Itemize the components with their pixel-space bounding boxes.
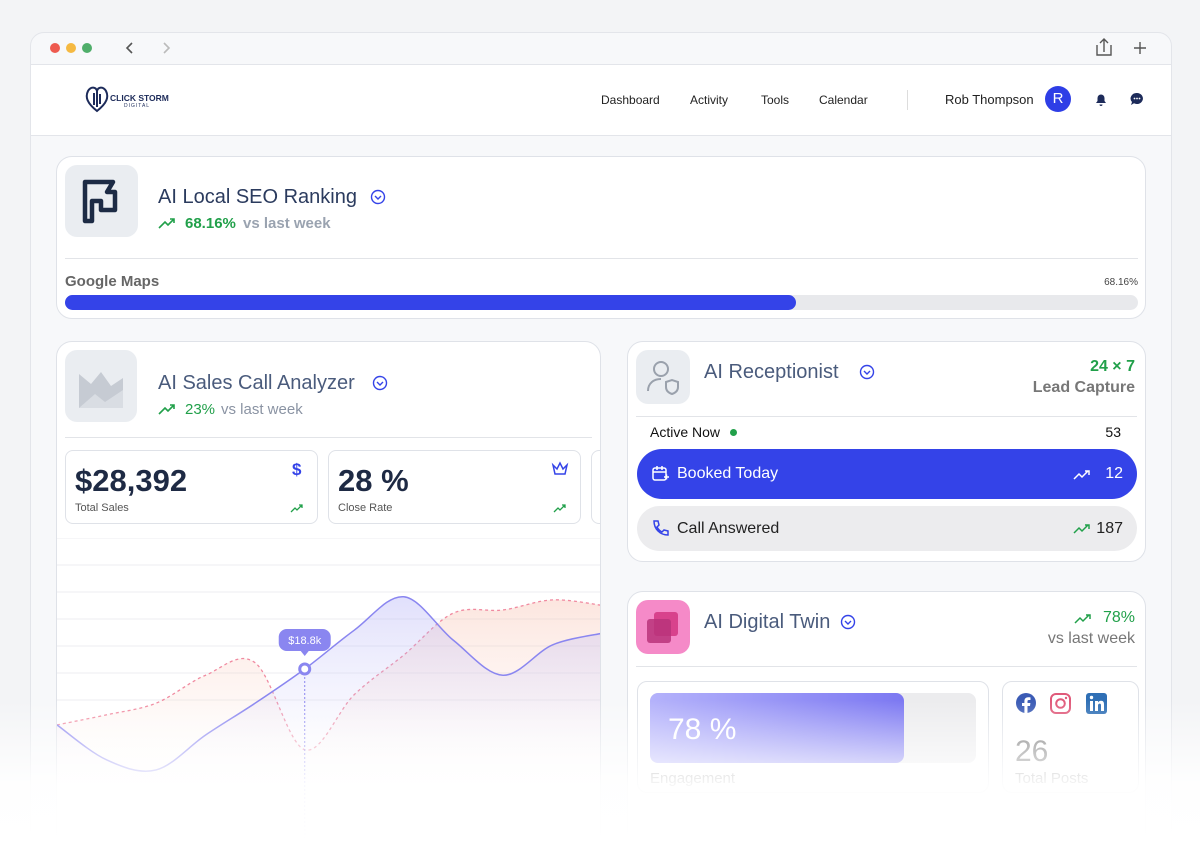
- answered-count: 187: [1096, 520, 1123, 537]
- card-title: AI Receptionist: [704, 361, 839, 383]
- booked-count: 12: [1105, 465, 1123, 482]
- progress-label: 68.16%: [1104, 277, 1138, 288]
- stat-box: $28,392 Total Sales $: [65, 450, 318, 524]
- twin-icon: [636, 600, 690, 654]
- tooltip-arrow: [300, 650, 309, 656]
- booked-pill[interactable]: Booked Today 12: [637, 449, 1137, 499]
- subtitle: Lead Capture: [1032, 379, 1135, 396]
- avatar[interactable]: R: [1045, 86, 1071, 112]
- new-tab-button[interactable]: [1134, 42, 1146, 54]
- image-icon: [65, 350, 137, 422]
- change-label: vs last week: [243, 215, 331, 232]
- chat-icon[interactable]: [1129, 91, 1145, 107]
- change: 68.16%: [185, 215, 236, 232]
- forward-button[interactable]: [163, 42, 171, 54]
- dropdown[interactable]: [840, 614, 856, 630]
- trend-icon: [158, 218, 175, 229]
- booked-label: Booked Today: [677, 465, 779, 482]
- engagement-label: 78 %: [668, 713, 737, 746]
- stat-label: Close Rate: [338, 502, 393, 514]
- back-button[interactable]: [125, 42, 133, 54]
- sales-chart: $18.8k: [57, 538, 600, 838]
- active-label: Active Now: [650, 424, 721, 440]
- stat-value: 28 %: [338, 463, 409, 498]
- card-title: AI Digital Twin: [704, 611, 831, 633]
- nav-link[interactable]: Activity: [690, 93, 729, 107]
- nav-link[interactable]: Calendar: [819, 93, 868, 107]
- share-button[interactable]: [1096, 38, 1112, 56]
- sales-card: AI Sales Call Analyzer 23% vs last week …: [56, 341, 601, 841]
- posts-label: Total Posts: [1015, 770, 1089, 787]
- nav-bar: CLICK STORM DIGITAL Dashboard Activity T…: [31, 64, 1171, 136]
- active-count: 53: [1105, 424, 1121, 440]
- dropdown[interactable]: [859, 364, 875, 380]
- change-label: vs last week: [221, 401, 303, 418]
- dropdown[interactable]: [372, 375, 388, 391]
- twin-card: AI Digital Twin 78% vs last week 78 % En…: [627, 591, 1146, 841]
- tooltip-label: $18.8k: [288, 635, 322, 647]
- progress-track: [65, 295, 1138, 310]
- stat-value: $28,392: [75, 463, 188, 498]
- browser-window: CLICK STORM DIGITAL Dashboard Activity T…: [30, 32, 1172, 842]
- brand-sub: DIGITAL: [124, 103, 151, 109]
- person-icon: [636, 350, 690, 404]
- brand: CLICK STORM: [110, 93, 169, 103]
- answered-pill[interactable]: Call Answered 187: [637, 506, 1137, 551]
- posts-count: 26: [1015, 735, 1049, 768]
- engagement-box: 78 % Engagement: [637, 681, 989, 793]
- change: 78%: [1102, 609, 1135, 626]
- card-title: AI Local SEO Ranking: [158, 186, 357, 208]
- flag-icon: [65, 165, 138, 237]
- tooltip-box: [278, 628, 331, 651]
- tooltip-point: [298, 662, 312, 676]
- bell-icon[interactable]: [1093, 91, 1109, 107]
- stat-box: 28 % Close Rate: [328, 450, 581, 524]
- dropdown[interactable]: [370, 189, 386, 205]
- logo-icon: [85, 86, 109, 113]
- card-title: AI Sales Call Analyzer: [158, 372, 355, 394]
- change: 23%: [185, 401, 216, 418]
- browser-toolbar: [50, 38, 1146, 56]
- engagement-caption: Engagement: [650, 770, 736, 787]
- bar-label: Google Maps: [65, 273, 160, 290]
- receptionist-card: AI Receptionist 24 × 7 Lead Capture Acti…: [627, 341, 1146, 562]
- change-label: vs last week: [1047, 630, 1135, 647]
- social-icons: [1016, 693, 1107, 714]
- seo-card: AI Local SEO Ranking 68.16% vs last week…: [56, 156, 1146, 319]
- nav-link[interactable]: Dashboard: [601, 93, 660, 107]
- stat-label: Total Sales: [75, 502, 129, 514]
- progress-fill: [65, 295, 797, 310]
- availability: 24 × 7: [1090, 358, 1135, 375]
- nav-link[interactable]: Tools: [761, 93, 790, 107]
- answered-label: Call Answered: [677, 520, 780, 537]
- posts-box: 26 Total Posts: [1002, 681, 1139, 793]
- engagement-track: 78 %: [650, 693, 976, 763]
- user-name[interactable]: Rob Thompson: [945, 92, 1034, 107]
